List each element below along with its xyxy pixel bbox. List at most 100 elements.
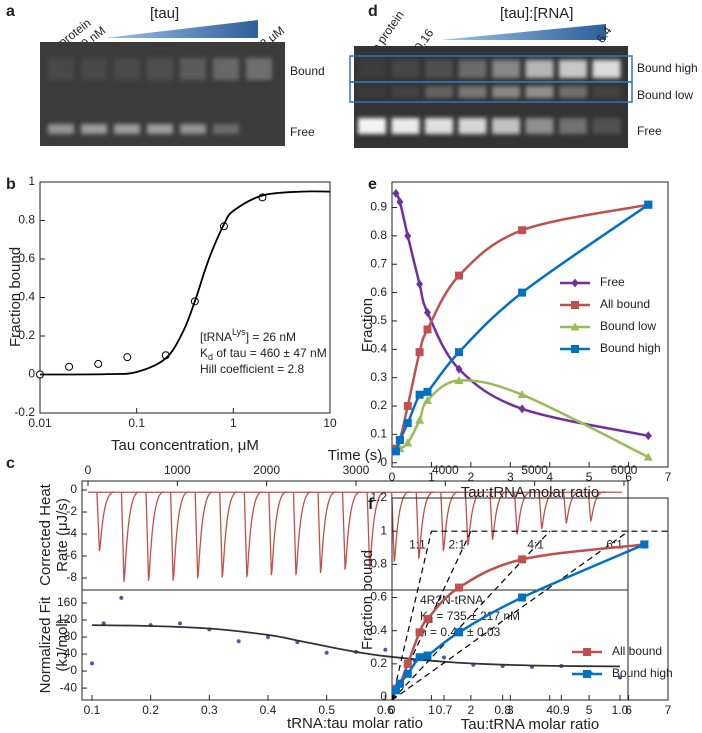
y-axis-label: Rate (μJ/s) — [54, 498, 71, 572]
injection-peak — [268, 491, 288, 576]
gel-band — [592, 118, 621, 134]
gel-band — [147, 124, 173, 134]
panel-label: c — [6, 455, 15, 472]
gel-band — [492, 60, 520, 78]
marker — [396, 197, 404, 207]
x-tick-label: 0.4 — [260, 703, 277, 717]
annotation-part: [tRNA — [200, 330, 232, 344]
x-axis-label: Tau:tRNA molar ratio — [461, 484, 599, 501]
marker — [644, 431, 652, 441]
annotation-part: d — [208, 352, 213, 362]
x-tick-label: 4 — [546, 703, 553, 717]
band-label: Free — [290, 125, 315, 139]
gel-band — [559, 86, 587, 98]
reference-label: 1:1 — [409, 537, 426, 551]
gel-band — [358, 118, 386, 134]
injection-peak — [538, 491, 558, 530]
injection-peak — [587, 491, 607, 522]
gel-band — [592, 60, 621, 78]
y-axis-label: Normalized Fit — [37, 596, 54, 694]
gel-band — [458, 60, 487, 78]
x-tick-label: 7 — [665, 470, 672, 484]
reference-line — [391, 530, 629, 701]
y-tick-label: 40 — [64, 646, 78, 660]
legend-label: All bound — [600, 297, 650, 311]
box-bound-low — [349, 81, 633, 103]
y-tick-label: 1 — [28, 174, 35, 188]
injection-peak — [219, 491, 238, 578]
annotation-part: K — [200, 346, 208, 360]
gel-band — [592, 86, 621, 98]
marker — [236, 639, 241, 644]
band-label: Free — [637, 124, 662, 138]
x-tick-label: 1 — [230, 416, 237, 430]
marker — [324, 650, 329, 655]
series-line — [91, 624, 621, 668]
y-tick-label: 0.2 — [370, 398, 387, 412]
marker — [403, 659, 412, 668]
x-tick-label: 0.9 — [553, 703, 570, 717]
marker — [422, 395, 432, 404]
y-tick-label: -4 — [66, 526, 77, 540]
marker — [583, 670, 591, 678]
series-line — [39, 190, 331, 376]
marker — [518, 226, 527, 235]
marker — [518, 288, 527, 297]
y-tick-label: 120 — [57, 612, 77, 626]
x-tick-label: 0.2 — [142, 703, 159, 717]
marker — [392, 188, 400, 198]
y-axis-label: Fraction — [359, 298, 376, 352]
plot-frame — [391, 181, 669, 468]
gradient-wedge — [105, 20, 258, 38]
annotation: [tRNALys] = 26 nM — [200, 327, 296, 344]
marker — [571, 278, 579, 288]
marker — [423, 615, 432, 624]
x-tick-label: 2 — [468, 470, 475, 484]
annotation-part: of tau = 460 ± 47 nM — [213, 346, 327, 360]
injection-peak — [120, 491, 141, 583]
y-tick-label: 0.6 — [370, 590, 387, 604]
y-tick-label: 0.5 — [370, 313, 387, 327]
gel-band — [81, 58, 107, 80]
gel-band — [246, 58, 272, 80]
marker — [415, 348, 424, 357]
gel-band — [391, 118, 420, 134]
marker — [423, 387, 432, 396]
y-axis-label: Corrected Heat — [37, 483, 54, 586]
marker — [383, 647, 388, 652]
injection-peak — [415, 491, 435, 559]
gradient-label: [tau]:[RNA] — [500, 5, 573, 22]
gel-band — [391, 86, 420, 98]
x-axis-label: Time (s) — [328, 447, 382, 464]
marker — [119, 595, 124, 600]
gel-band — [525, 118, 554, 134]
y-tick-label: 0.2 — [18, 328, 35, 342]
x-axis-label: Tau:tRNA molar ratio — [461, 716, 599, 733]
legend-label: Bound high — [600, 341, 661, 355]
annotation-part: 4R2N-tRNA — [420, 593, 483, 607]
marker — [395, 679, 404, 688]
annotation: 4R2N-tRNA — [420, 593, 483, 607]
x-axis-label: tRNA:tau molar ratio — [287, 715, 423, 732]
marker — [518, 555, 527, 564]
marker — [644, 200, 653, 209]
y-tick-label: 0.4 — [18, 290, 35, 304]
injection-peak — [96, 491, 116, 552]
gel-band — [559, 118, 587, 134]
marker — [455, 364, 463, 374]
gel-band — [525, 86, 554, 98]
annotation: Kd of tau = 460 ± 47 nM — [200, 346, 327, 362]
marker — [395, 436, 404, 445]
y-tick-label: 0 — [380, 689, 387, 703]
x-tick-label: 4000 — [432, 463, 459, 477]
marker — [416, 279, 424, 289]
gel-panel: No protein 0.16 [tau]:[RNA] 6.4 Bound hi… — [349, 5, 698, 148]
annotation-part: Hill coefficient = 2.8 — [200, 362, 304, 376]
x-tick-label: 10 — [323, 416, 337, 430]
marker — [455, 271, 464, 280]
marker — [423, 651, 432, 660]
gel-band — [114, 58, 140, 80]
y-tick-label: 0.8 — [18, 213, 35, 227]
x-tick-label: 1 — [428, 470, 435, 484]
